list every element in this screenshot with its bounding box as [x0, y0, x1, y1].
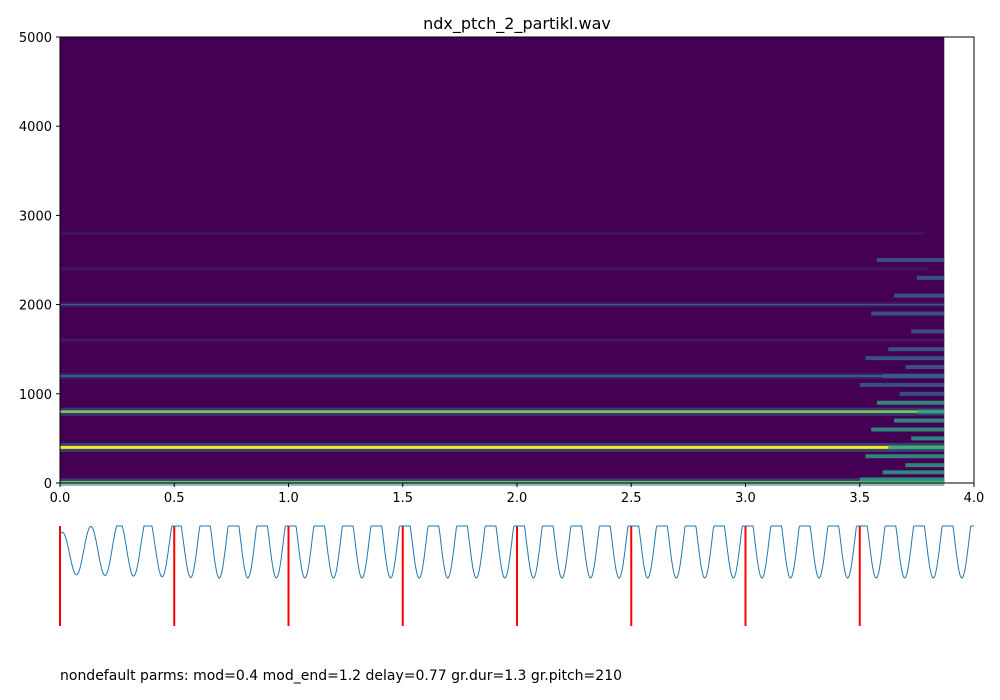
tail-band — [859, 382, 945, 387]
tail-band — [911, 436, 945, 441]
parameters-caption: nondefault parms: mod=0.4 mod_end=1.2 de… — [60, 668, 623, 684]
partials-layer — [60, 230, 945, 486]
tail-band — [865, 356, 945, 361]
x-tick-label: 1.0 — [278, 491, 299, 506]
tail-band — [876, 258, 945, 262]
y-tick-label: 2000 — [19, 299, 52, 314]
tail-band — [882, 470, 945, 475]
tail-band — [859, 477, 945, 482]
y-tick-label: 0 — [44, 477, 52, 492]
tail-band — [911, 329, 945, 334]
spectrogram-background — [60, 37, 945, 483]
y-axis: 0 1000 2000 3000 4000 5000 — [19, 31, 60, 492]
tail-band — [916, 409, 945, 414]
tail-band — [865, 454, 945, 459]
spectrogram-plot: 0.0 0.5 1.0 1.5 2.0 2.5 3.0 3.5 4.0 0 1000 2000 300… — [19, 31, 984, 506]
x-tick-label: 4.0 — [964, 491, 985, 506]
x-tick-label: 3.0 — [735, 491, 756, 506]
tail-band — [905, 463, 945, 468]
tail-band — [916, 275, 945, 280]
tail-layer — [859, 258, 945, 482]
y-tick-label: 1000 — [19, 388, 52, 403]
waveform-plot — [59, 525, 974, 626]
tail-band — [894, 293, 945, 298]
pitch-markers — [59, 526, 861, 626]
x-tick-label: 1.5 — [392, 491, 413, 506]
tail-band — [871, 427, 945, 432]
tail-band — [888, 347, 945, 352]
x-tick-label: 2.0 — [507, 491, 528, 506]
tail-band — [905, 365, 945, 370]
x-tick-label: 0.0 — [50, 491, 71, 506]
x-axis: 0.0 0.5 1.0 1.5 2.0 2.5 3.0 3.5 4.0 — [50, 483, 985, 506]
chart-title: ndx_ptch_2_partikl.wav — [423, 14, 611, 34]
tail-band — [888, 445, 945, 450]
y-tick-label: 5000 — [19, 31, 52, 46]
tail-band — [899, 391, 945, 396]
y-tick-label: 4000 — [19, 120, 52, 135]
tail-band — [871, 311, 945, 316]
tail-band — [894, 418, 945, 423]
tail-band — [882, 373, 945, 378]
x-tick-label: 3.5 — [849, 491, 870, 506]
tail-band — [876, 400, 945, 405]
x-tick-label: 2.5 — [621, 491, 642, 506]
y-tick-label: 3000 — [19, 209, 52, 224]
x-tick-label: 0.5 — [164, 491, 185, 506]
waveform-line — [59, 525, 974, 579]
